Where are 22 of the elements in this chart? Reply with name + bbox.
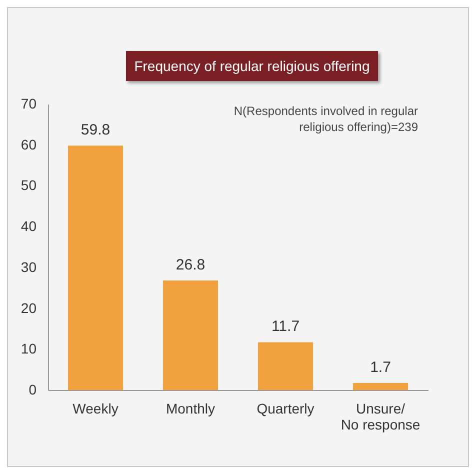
x-tick-label: Weekly bbox=[72, 400, 118, 416]
y-tick-label: 70 bbox=[20, 96, 37, 112]
bar bbox=[353, 383, 408, 390]
bar bbox=[258, 342, 313, 390]
data-label: 59.8 bbox=[80, 122, 110, 139]
x-tick-label: Monthly bbox=[166, 400, 216, 416]
chart-title: Frequency of regular religious offering bbox=[126, 51, 378, 81]
y-tick-label: 40 bbox=[20, 218, 37, 234]
data-label: 1.7 bbox=[370, 359, 391, 376]
y-tick-label: 10 bbox=[20, 340, 37, 357]
data-label: 11.7 bbox=[271, 318, 300, 336]
x-tick-label: Unsure/ No response bbox=[340, 400, 420, 432]
annotation: N(Respondents involved in regular religious offering)=239 bbox=[234, 104, 418, 134]
y-tick-label: 30 bbox=[20, 258, 37, 275]
x-tick-label: Quarterly bbox=[256, 400, 314, 416]
data-label: 26.8 bbox=[176, 256, 206, 274]
y-tick-label: 60 bbox=[20, 136, 37, 152]
y-tick-label: 50 bbox=[20, 177, 37, 194]
bar bbox=[68, 146, 123, 390]
y-tick-label: 20 bbox=[20, 300, 37, 316]
y-tick-label: 0 bbox=[28, 382, 37, 398]
bar bbox=[163, 280, 218, 390]
